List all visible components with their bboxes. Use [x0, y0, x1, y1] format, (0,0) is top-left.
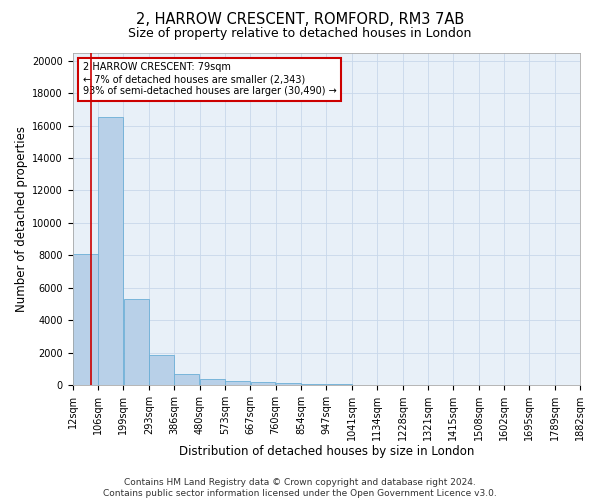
Bar: [352, 384, 377, 385]
Text: 2 HARROW CRESCENT: 79sqm
← 7% of detached houses are smaller (2,343)
93% of semi: 2 HARROW CRESCENT: 79sqm ← 7% of detache…: [83, 62, 337, 96]
Bar: [225, 380, 250, 385]
Bar: [149, 355, 174, 385]
Bar: [326, 384, 352, 385]
X-axis label: Distribution of detached houses by size in London: Distribution of detached houses by size …: [179, 444, 474, 458]
Bar: [251, 382, 275, 385]
Text: 2, HARROW CRESCENT, ROMFORD, RM3 7AB: 2, HARROW CRESCENT, ROMFORD, RM3 7AB: [136, 12, 464, 28]
Y-axis label: Number of detached properties: Number of detached properties: [15, 126, 28, 312]
Bar: [175, 374, 199, 385]
Bar: [301, 384, 326, 385]
Bar: [73, 254, 98, 385]
Bar: [124, 299, 149, 385]
Bar: [200, 380, 224, 385]
Text: Size of property relative to detached houses in London: Size of property relative to detached ho…: [128, 28, 472, 40]
Bar: [276, 382, 301, 385]
Bar: [98, 118, 123, 385]
Text: Contains HM Land Registry data © Crown copyright and database right 2024.
Contai: Contains HM Land Registry data © Crown c…: [103, 478, 497, 498]
